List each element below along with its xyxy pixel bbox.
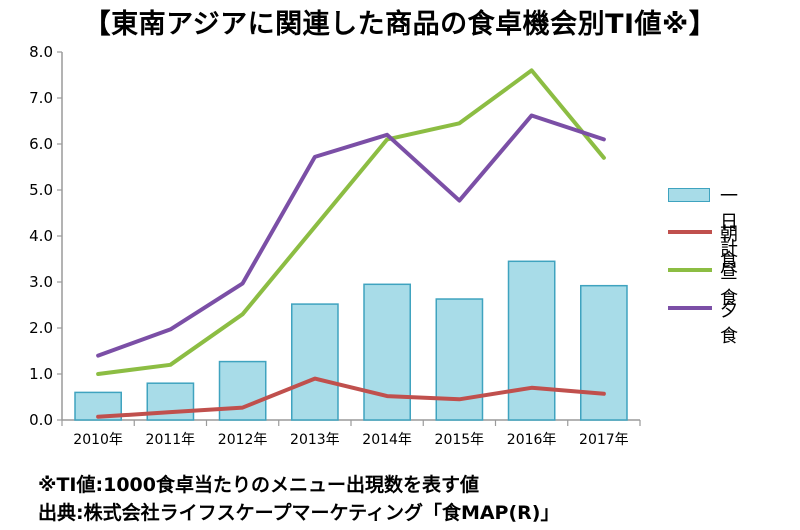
legend-swatch-lunch [668,268,712,272]
bar-total [507,260,556,421]
legend-swatch-total [668,188,710,202]
y-tick-label: 5.0 [29,181,53,199]
y-tick-label: 7.0 [29,89,53,107]
legend-label-breakfast: 朝食 [720,224,738,271]
legend-label-lunch: 昼食 [720,262,738,309]
x-tick-label: 2013年 [290,432,340,448]
legend-label-total: 一日計 [720,186,738,259]
y-tick-label: 8.0 [29,43,53,61]
y-tick-label: 3.0 [29,273,53,291]
footnote-source: 出典:株式会社ライフスケープマーケティング「食MAP(R)」 [38,502,560,524]
bar-total [218,360,267,421]
bar-total [291,303,339,421]
x-tick-label: 2011年 [146,432,196,448]
line-breakfast [96,376,606,419]
bar-total [580,284,628,421]
x-tick-label: 2010年 [73,432,123,448]
line-dinner [96,113,606,358]
line-lunch [96,68,606,376]
y-tick-label: 1.0 [29,365,53,383]
bar-total [435,298,484,421]
bar-total [363,283,411,421]
y-tick-label: 4.0 [29,227,53,245]
x-tick-label: 2015年 [435,432,485,448]
x-tick-label: 2012年 [218,432,268,448]
legend-label-dinner: 夕食 [720,300,738,347]
x-tick-label: 2017年 [579,432,629,448]
y-tick-label: 2.0 [29,319,53,337]
x-tick-label: 2014年 [362,432,412,448]
chart-title: 【東南アジアに関連した商品の食卓機会別TI値※】 [83,9,717,40]
footnote-ti-definition: ※TI値:1000食卓当たりのメニュー出現数を表す値 [38,474,479,496]
legend-swatch-dinner [668,306,712,310]
y-tick-label: 6.0 [29,135,53,153]
legend-swatch-breakfast [668,230,712,234]
x-tick-label: 2016年 [507,432,557,448]
y-tick-label: 0.0 [29,411,53,429]
